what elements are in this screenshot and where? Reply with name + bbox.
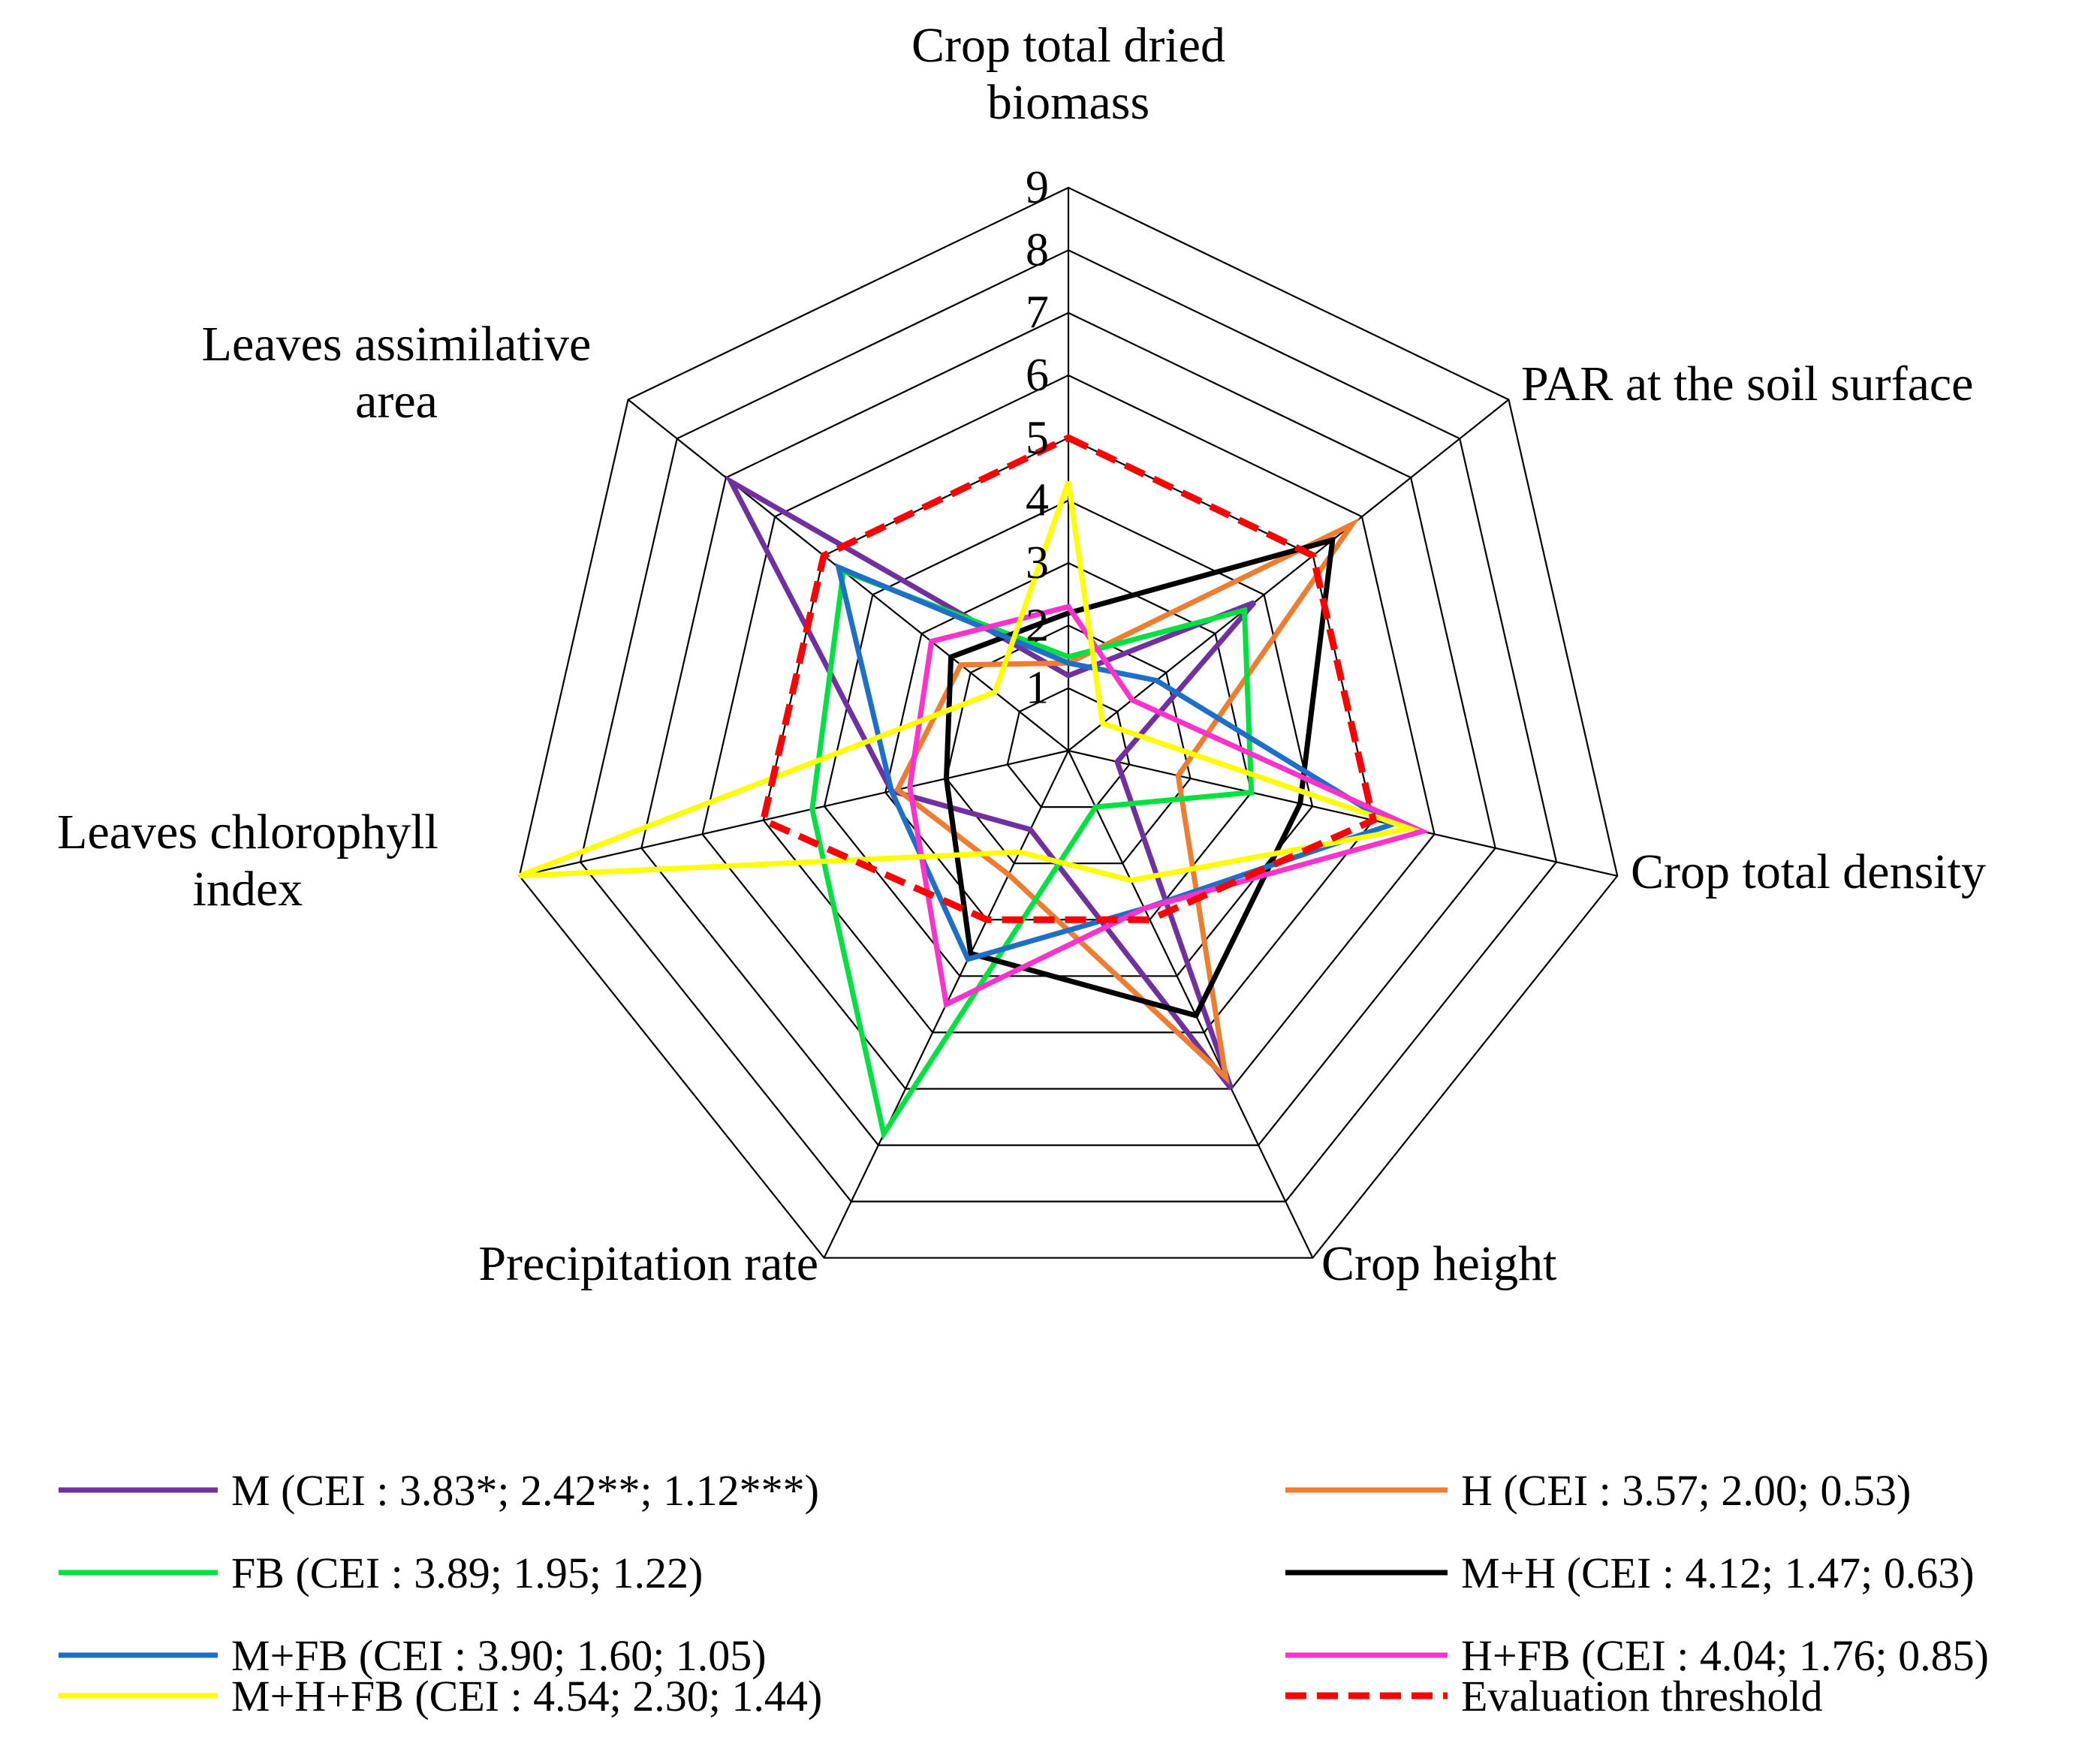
tick-label-2: 2 — [1026, 600, 1049, 651]
tick-label-9: 9 — [1026, 162, 1049, 213]
legend: M (CEI : 3.83*; 2.42**; 1.12***) H (CEI :… — [59, 1466, 1989, 1720]
axis-label-4-line-1: Crop height — [1321, 1236, 1556, 1291]
tick-label-6: 6 — [1026, 350, 1049, 401]
legend-label-fb: FB (CEI : 3.89; 1.95; 1.22) — [231, 1549, 703, 1597]
legend-label-m: M (CEI : 3.83*; 2.42**; 1.12***) — [231, 1466, 819, 1515]
tick-label-7: 7 — [1026, 287, 1049, 339]
series-line-m-fb — [834, 562, 1398, 962]
grid-ring-6 — [701, 374, 1436, 1090]
axis-label-6-line-2: index — [193, 862, 303, 917]
axis-label-6-line-1: Leaves chlorophyll — [57, 805, 438, 859]
grid-ring-8 — [579, 249, 1558, 1203]
legend-label-m-h: M+H (CEI : 4.12; 1.47; 0.63) — [1461, 1549, 1975, 1597]
legend-label-evaluation-threshold: Evaluation threshold — [1461, 1672, 1823, 1720]
series-line-evaluation-threshold — [759, 434, 1378, 923]
axis-label-3-line-1: Crop total density — [1631, 844, 1986, 899]
series-line-m-h-fb — [518, 480, 1421, 884]
legend-label-m-fb: M+FB (CEI : 3.90; 1.60; 1.05) — [231, 1631, 767, 1680]
tick-label-3: 3 — [1026, 537, 1049, 589]
legend-label-m-h-fb: M+H+FB (CEI : 4.54; 2.30; 1.44) — [231, 1672, 822, 1720]
radial-tick-labels: 1 2 3 4 5 6 7 8 9 — [1026, 162, 1049, 714]
axis-label-1-line-1: Crop total dried — [911, 18, 1225, 73]
tick-label-5: 5 — [1026, 412, 1049, 463]
axis-spoke-2 — [1068, 399, 1510, 751]
grid-ring-4 — [823, 499, 1314, 977]
tick-label-4: 4 — [1026, 475, 1049, 526]
grid-ring-7 — [640, 312, 1496, 1146]
axis-label-5-line-1: Precipitation rate — [478, 1236, 818, 1291]
axis-spoke-6 — [519, 749, 1069, 877]
axis-spoke-4 — [1068, 750, 1314, 1259]
grid-ring-1 — [1006, 687, 1131, 808]
radar-series — [518, 434, 1430, 1141]
series-line-fb — [809, 567, 1255, 1141]
axis-label-7-line-1: Leaves assimilative — [202, 317, 592, 372]
tick-label-8: 8 — [1026, 224, 1049, 275]
axis-spoke-3 — [1068, 749, 1618, 877]
series-line-h-fb — [907, 604, 1430, 1009]
axis-label-1-line-2: biomass — [987, 75, 1149, 130]
axis-label-7-line-2: area — [355, 374, 438, 429]
series-line-m-h — [943, 536, 1336, 1019]
tick-label-1: 1 — [1026, 663, 1049, 714]
grid-ring-9 — [518, 186, 1619, 1259]
axis-label-2-line-1: PAR at the soil surface — [1521, 357, 1973, 411]
legend-label-h: H (CEI : 3.57; 2.00; 0.53) — [1461, 1466, 1911, 1515]
legend-label-h-fb: H+FB (CEI : 4.04; 1.76; 0.85) — [1461, 1631, 1989, 1680]
series-line-m — [724, 474, 1257, 1091]
radar-grid — [518, 186, 1619, 1259]
